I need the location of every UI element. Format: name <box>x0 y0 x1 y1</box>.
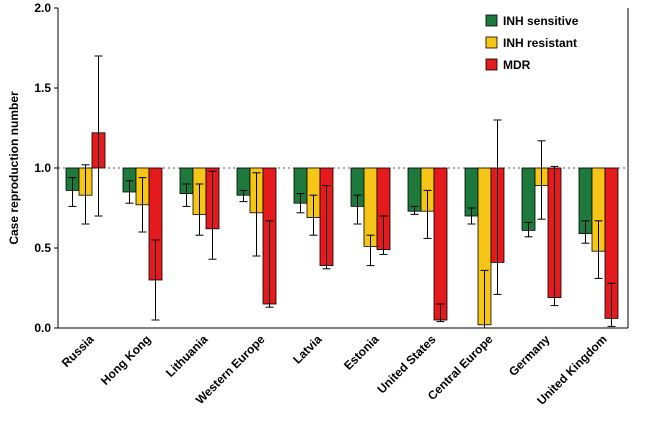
x-tick-label: United States <box>374 332 438 396</box>
x-tick-label: Estonia <box>341 332 382 373</box>
y-tick-label: 2.0 <box>34 1 51 15</box>
x-tick-label: Lithuania <box>163 332 211 380</box>
x-tick-label: Germany <box>506 332 553 379</box>
legend-label: MDR <box>503 58 531 72</box>
x-tick-label: Latvia <box>290 332 325 367</box>
bar <box>407 167 422 212</box>
y-tick-labels: 0.0 0.5 1.0 1.5 2.0 <box>34 1 58 335</box>
y-tick-label: 1.5 <box>34 81 51 95</box>
legend-swatch <box>485 36 498 49</box>
y-tick-label: 0.5 <box>34 241 51 255</box>
bars-layer <box>65 132 619 326</box>
legend-swatch <box>485 14 498 27</box>
y-tick-label: 0.0 <box>34 321 51 335</box>
x-tick-label: Hong Kong <box>98 332 154 388</box>
legend-label: INH resistant <box>503 36 577 50</box>
error-bars-layer <box>68 55 616 329</box>
bar <box>363 167 378 247</box>
bar <box>433 167 448 321</box>
legend-swatch <box>485 58 498 71</box>
legend-label: INH sensitive <box>503 14 579 28</box>
bar <box>521 167 536 231</box>
x-tick-label: Russia <box>59 332 97 370</box>
legend: INH sensitive INH resistant MDR <box>485 14 579 72</box>
y-axis-title: Case reproduction number <box>7 91 21 245</box>
y-tick-label: 1.0 <box>34 161 51 175</box>
